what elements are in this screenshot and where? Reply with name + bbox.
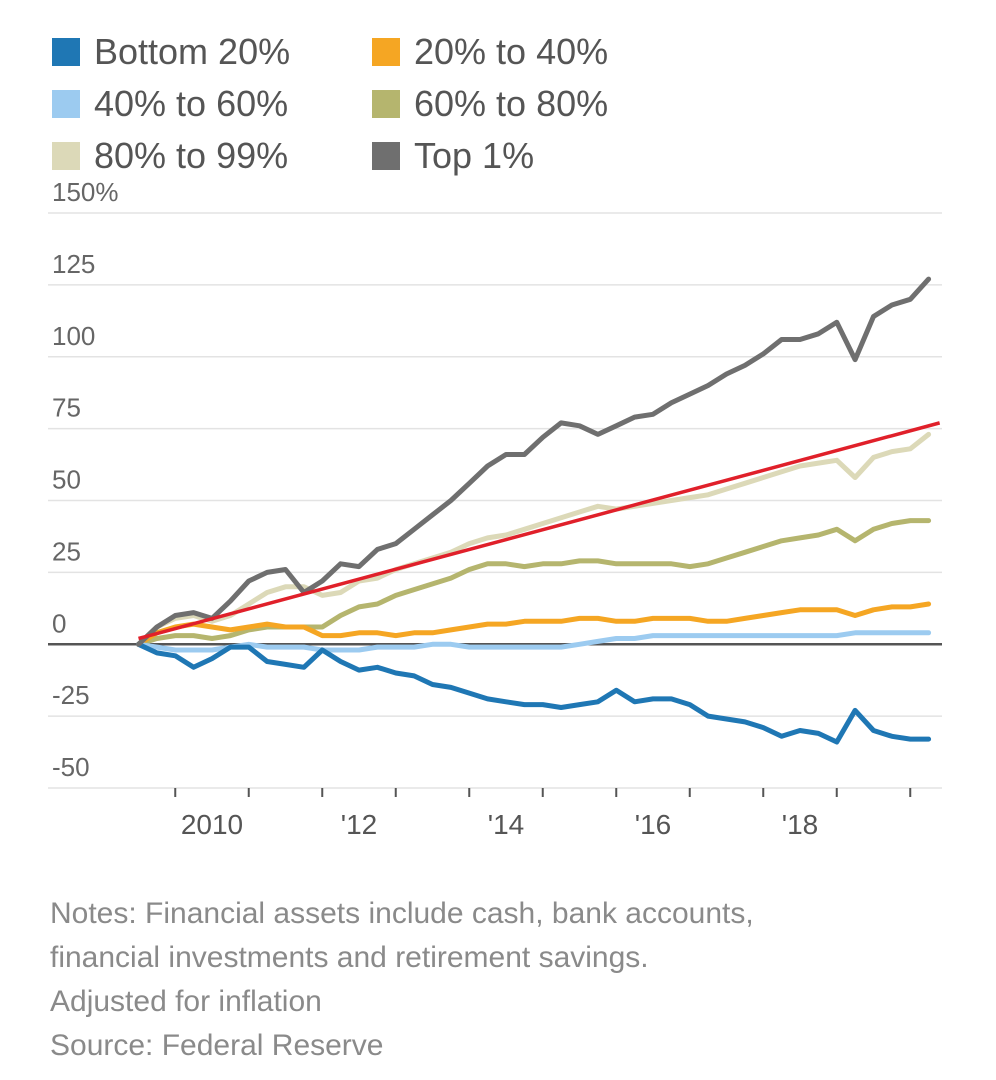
y-tick-label: 25 xyxy=(52,536,81,566)
series-line xyxy=(136,601,932,647)
series-line xyxy=(136,630,932,653)
y-tick-label: 150% xyxy=(52,177,119,207)
y-tick-label: 50 xyxy=(52,465,81,495)
legend-swatch xyxy=(52,90,80,118)
legend-item-top-1: Top 1% xyxy=(372,132,534,180)
y-tick-label: 0 xyxy=(52,608,66,638)
x-tick-label: 2010 xyxy=(181,809,243,840)
legend-item-40-to-60: 40% to 60% xyxy=(52,80,288,128)
trend-line-annotation xyxy=(138,421,941,641)
legend-label: 40% to 60% xyxy=(94,83,289,124)
y-tick-label: 75 xyxy=(52,393,81,423)
legend-item-20-to-40: 20% to 40% xyxy=(372,28,608,76)
legend-swatch xyxy=(372,142,400,170)
notes-line: Source: Federal Reserve xyxy=(50,1029,384,1062)
legend-label: Top 1% xyxy=(414,135,535,176)
line-chart: 150% 125 100 75 50 25 0 -25 -50 2010 '12 '14 '16 '18 xyxy=(48,177,942,840)
x-tick-label: '12 xyxy=(341,809,378,840)
series-line xyxy=(136,276,932,647)
legend-label: Bottom 20% xyxy=(94,31,291,72)
legend-swatch xyxy=(52,38,80,66)
legend-label: 20% to 40% xyxy=(414,31,609,72)
notes-line: financial investments and retirement sav… xyxy=(50,941,649,974)
series-line xyxy=(136,641,932,745)
y-tick-label: -50 xyxy=(52,752,90,782)
legend-swatch xyxy=(372,38,400,66)
x-tick-label: '16 xyxy=(635,809,672,840)
legend-label: 60% to 80% xyxy=(414,83,609,124)
notes-line: Notes: Financial assets include cash, ba… xyxy=(50,897,754,930)
x-tick-label: '14 xyxy=(488,809,525,840)
legend-item-80-to-99: 80% to 99% xyxy=(52,132,288,180)
legend-item-bottom-20: Bottom 20% xyxy=(52,28,290,76)
legend-swatch xyxy=(52,142,80,170)
series-line xyxy=(136,431,932,647)
legend-swatch xyxy=(372,90,400,118)
legend-item-60-to-80: 60% to 80% xyxy=(372,80,608,128)
y-tick-label: 125 xyxy=(52,249,95,279)
y-tick-label: -25 xyxy=(52,680,90,710)
notes-line: Adjusted for inflation xyxy=(50,985,322,1018)
x-tick-label: '18 xyxy=(782,809,819,840)
y-tick-label: 100 xyxy=(52,321,95,351)
legend-label: 80% to 99% xyxy=(94,135,289,176)
chart-notes: Notes: Financial assets include cash, ba… xyxy=(50,892,970,1068)
